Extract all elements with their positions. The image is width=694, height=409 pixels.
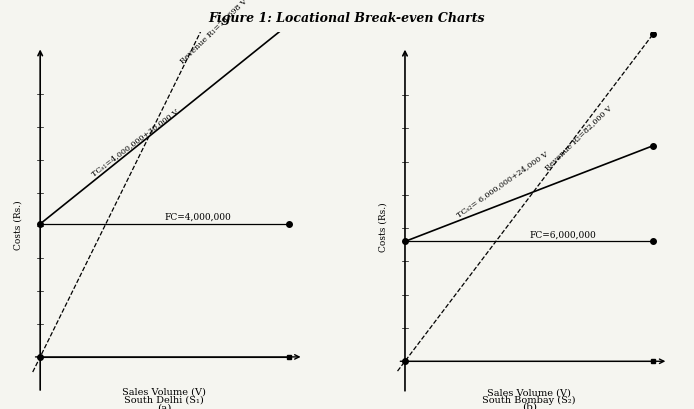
Text: (a): (a) — [157, 402, 171, 409]
Text: FC=4,000,000: FC=4,000,000 — [164, 212, 231, 221]
Text: Sales Volume (V): Sales Volume (V) — [487, 387, 571, 396]
Text: (b): (b) — [522, 402, 536, 409]
Text: TCₛ₂= 6,000,000+24,000 V: TCₛ₂= 6,000,000+24,000 V — [455, 149, 550, 218]
Text: Revenue R₂=82,000 V: Revenue R₂=82,000 V — [543, 103, 613, 171]
Text: South Bombay (S₂): South Bombay (S₂) — [482, 394, 576, 404]
Text: Costs (Rs.): Costs (Rs.) — [13, 200, 22, 249]
Text: TCₛ₁=4,000,000+30,000 V: TCₛ₁=4,000,000+30,000 V — [90, 106, 180, 177]
Text: Revenue R₁=75,698 V: Revenue R₁=75,698 V — [178, 0, 248, 64]
Text: Figure 1: Locational Break-even Charts: Figure 1: Locational Break-even Charts — [209, 12, 485, 25]
Text: South Delhi (S₁): South Delhi (S₁) — [124, 394, 204, 403]
Text: Costs (Rs.): Costs (Rs.) — [378, 202, 387, 252]
Text: Sales Volume (V): Sales Volume (V) — [122, 387, 206, 396]
Text: FC=6,000,000: FC=6,000,000 — [529, 230, 596, 239]
